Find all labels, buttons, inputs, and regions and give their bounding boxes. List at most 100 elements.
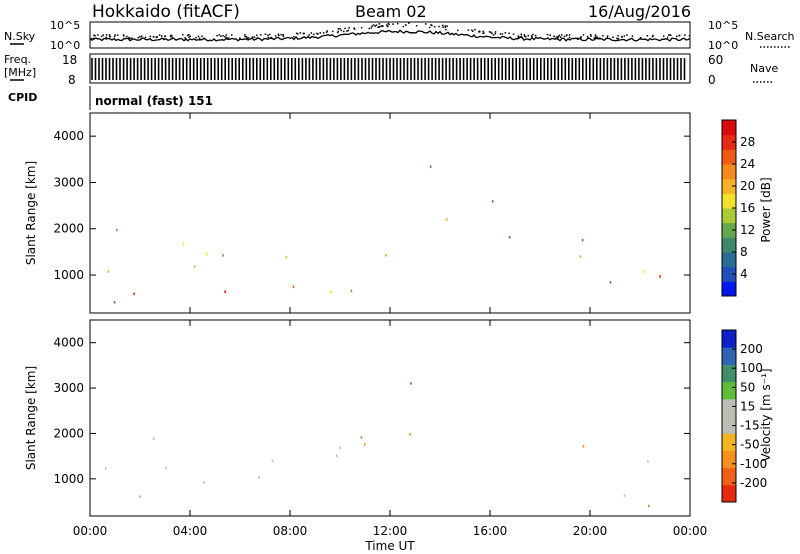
ytick-label: 2000: [53, 426, 84, 440]
nsearch-point: [415, 25, 418, 27]
nsearch-point: [337, 30, 339, 33]
nsearch-point: [474, 28, 476, 31]
colorbar-frame: [721, 329, 737, 503]
power-scatter-cells: [107, 165, 661, 304]
nsearch-point: [152, 36, 155, 38]
nsearch-point: [678, 34, 681, 37]
ytick-label: 4000: [53, 336, 84, 350]
cpid-value: normal (fast) 151: [95, 94, 213, 108]
nsearch-point: [264, 33, 267, 35]
colorbar-swatch: [722, 120, 736, 136]
nsearch-point: [139, 35, 141, 38]
nsearch-point: [97, 34, 99, 36]
colorbar-swatch: [722, 281, 736, 297]
nsearch-point: [108, 34, 111, 36]
nsearch-point: [171, 36, 174, 39]
nsearch-point: [596, 36, 598, 38]
colorbar-swatch: [722, 178, 736, 194]
scatter-cell: [335, 454, 338, 458]
nsearch-point: [508, 32, 510, 35]
nsearch-point: [520, 33, 522, 35]
nsearch-point: [372, 24, 375, 26]
nsearch-point: [652, 35, 654, 38]
beam-title: Beam 02: [355, 2, 427, 21]
nsearch-point: [195, 37, 197, 39]
nsearch-point: [220, 35, 222, 37]
nsearch-point: [203, 37, 205, 40]
cpid-label: CPID: [8, 91, 37, 104]
nsearch-point: [293, 35, 295, 38]
scatter-cell: [363, 443, 366, 446]
scatter-cell: [350, 289, 353, 293]
nsearch-point: [530, 35, 533, 37]
colorbar-swatch: [722, 208, 736, 224]
nsearch-point: [162, 37, 165, 40]
nsearch-point: [488, 31, 491, 33]
nsearch-point: [270, 36, 273, 39]
nsearch-point: [388, 23, 390, 26]
nsearch-point: [360, 26, 363, 29]
nsearch-point: [594, 35, 597, 37]
scatter-cell: [193, 265, 196, 268]
scatter-cell: [623, 494, 626, 497]
colorbar-swatch: [722, 149, 736, 165]
nsearch-tick-high: 10^5: [708, 19, 738, 32]
nsearch-point: [557, 37, 559, 39]
nsearch-point: [478, 31, 480, 33]
nsearch-point: [378, 23, 381, 25]
nsearch-point: [170, 34, 172, 37]
colorbar-swatch: [722, 347, 736, 365]
nsearch-point: [339, 28, 341, 30]
scatter-cell: [642, 270, 645, 273]
nsearch-point: [224, 36, 226, 38]
nsearch-point: [606, 36, 609, 39]
nave-tick-low: 0: [708, 73, 716, 87]
colorbar-tick-label: 100: [740, 361, 763, 375]
nsearch-point: [499, 33, 502, 35]
nsearch-point: [313, 33, 315, 36]
nsearch-point: [616, 37, 618, 40]
date-title: 16/Aug/2016: [588, 2, 691, 21]
nsearch-point: [353, 28, 356, 30]
xtick-label: 00:00: [673, 524, 708, 538]
nsearch-point: [316, 32, 318, 35]
scatter-cell: [491, 200, 494, 203]
nsearch-point: [405, 24, 407, 26]
nsearch-point: [188, 34, 190, 36]
nsearch-point: [282, 34, 284, 36]
freq-tick-high: 18: [62, 53, 77, 67]
nsearch-point: [140, 37, 143, 40]
nsearch-point: [184, 37, 186, 39]
nsearch-point: [380, 25, 382, 27]
nsearch-point: [623, 35, 626, 37]
nsearch-point: [599, 37, 601, 39]
nsearch-point: [492, 34, 495, 36]
nsearch-point: [302, 32, 304, 35]
nsearch-point: [126, 35, 128, 38]
scatter-cell: [609, 281, 612, 284]
velocity-yaxis-ticks: 1000 2000 3000 4000: [53, 336, 690, 486]
nsearch-point: [256, 37, 259, 39]
scatter-cell: [429, 165, 432, 169]
nsearch-point: [582, 34, 585, 36]
colorbar-swatch: [722, 433, 736, 451]
scatter-cell: [113, 301, 116, 304]
nsearch-point: [260, 34, 262, 36]
ytick-label: 2000: [53, 222, 84, 236]
scatter-cell: [107, 270, 110, 273]
freq-label-line2: [MHz]: [4, 66, 36, 79]
nsearch-point: [105, 36, 108, 39]
station-title: Hokkaido (fitACF): [92, 2, 240, 22]
ytick-label: 3000: [53, 381, 84, 395]
nsearch-point: [445, 28, 447, 31]
nsearch-point: [652, 34, 654, 37]
nsearch-point: [568, 36, 571, 39]
nsearch-point: [128, 36, 130, 39]
colorbar-swatch: [722, 416, 736, 434]
nsearch-point: [244, 35, 246, 38]
velocity-colorbar-label: Velocity [m s⁻¹]: [759, 368, 773, 461]
nsearch-point: [531, 36, 533, 38]
nsearch-point: [189, 35, 191, 38]
nsearch-point: [684, 34, 686, 36]
freq-tick-low: 8: [68, 73, 76, 87]
